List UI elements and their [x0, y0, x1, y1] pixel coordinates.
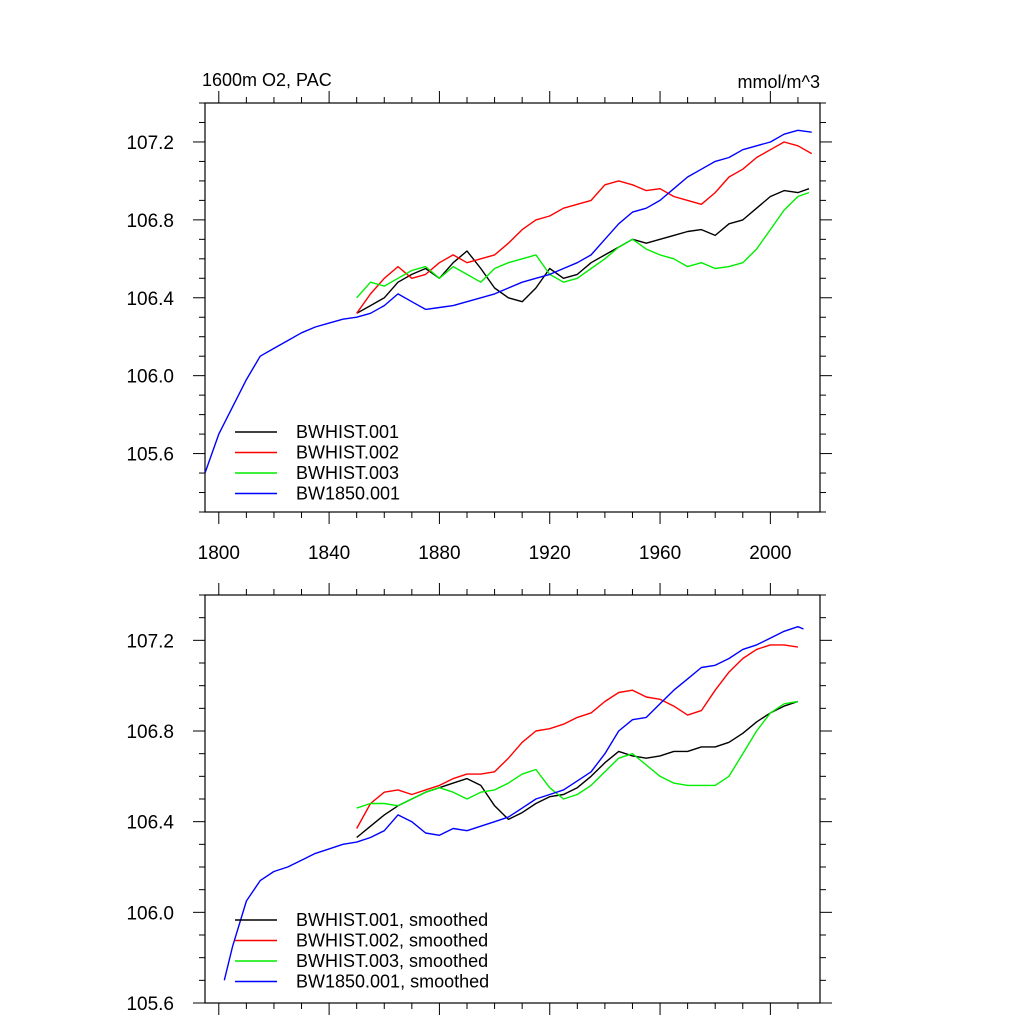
series-line-bwhist-001 — [356, 188, 810, 314]
y-tick-label: 107.2 — [126, 631, 174, 652]
series-line-bwhist-001-smoothed — [356, 700, 799, 839]
series-line-bwhist-002 — [356, 141, 813, 314]
legend-label: BWHIST.003 — [296, 463, 399, 483]
chart-title-left: 1600m O2, PAC — [202, 70, 332, 90]
series-line-bw1850-001 — [205, 129, 812, 474]
x-tick-label: 1920 — [529, 543, 571, 564]
legend-label: BWHIST.002 — [296, 443, 399, 463]
legend-label: BW1850.001, smoothed — [296, 972, 489, 992]
series-line-bw1850-001-smoothed — [223, 626, 804, 981]
x-tick-label: 1880 — [418, 543, 460, 564]
y-tick-label: 105.6 — [126, 445, 174, 466]
bottom-panel-smoothed: 105.6 106.0 106.4 106.8 107.2 BWHIST.001, smo… — [126, 583, 832, 1015]
y-tick-label: 106.4 — [126, 813, 174, 834]
plot-frame — [204, 102, 821, 513]
x-tick-label: 1960 — [639, 543, 681, 564]
legend-label: BW1850.001 — [296, 484, 400, 504]
y-tick-label: 106.0 — [126, 367, 174, 388]
y-tick-label: 107.2 — [126, 133, 174, 154]
legend-label: BWHIST.001, smoothed — [296, 910, 488, 930]
y-tick-label: 106.0 — [126, 903, 174, 924]
x-tick-label: 1840 — [308, 543, 350, 564]
y-tick-label: 106.4 — [126, 289, 174, 310]
top-panel-raw: 1800 1840 1880 1920 1960 2000 105.6 106.0 106.4 1… — [126, 70, 832, 564]
chart-title-right: mmol/m^3 — [738, 72, 820, 92]
series-line-bwhist-003 — [356, 191, 810, 299]
y-tick-label: 105.6 — [126, 994, 174, 1015]
y-tick-label: 106.8 — [126, 722, 174, 743]
series-line-bwhist-002-smoothed — [356, 644, 799, 829]
series-line-bwhist-003-smoothed — [356, 700, 799, 809]
legend-label: BWHIST.003, smoothed — [296, 951, 488, 971]
x-tick-label: 2000 — [749, 543, 791, 564]
legend-label: BWHIST.002, smoothed — [296, 931, 488, 951]
y-tick-label: 106.8 — [126, 211, 174, 232]
legend-label: BWHIST.001 — [296, 422, 399, 442]
x-tick-label: 1800 — [198, 543, 240, 564]
